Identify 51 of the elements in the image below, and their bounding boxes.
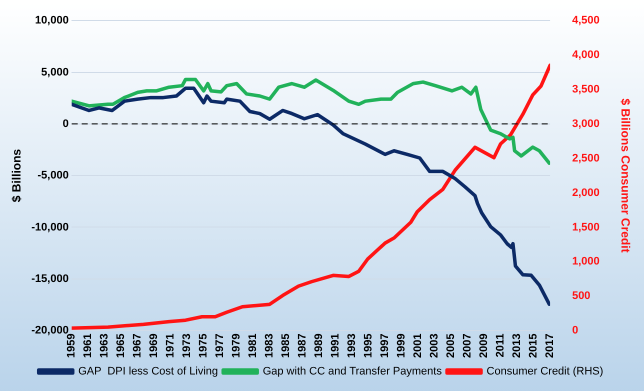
y-tick-label: 5,000 [41, 66, 69, 78]
y2-tick-label: 3,500 [572, 84, 600, 96]
y-axis-title: $ Billions [10, 148, 24, 202]
x-tick-label: 1981 [247, 334, 260, 358]
x-tick-label: 1983 [264, 334, 276, 358]
y2-tick-label: 2,500 [572, 152, 600, 164]
x-tick-label: 2005 [445, 334, 458, 358]
x-tick-label: 1963 [98, 334, 111, 358]
y-tick-label: 10,000 [35, 14, 69, 27]
y-tick-label: -5,000 [38, 170, 69, 182]
y2-tick-label: 500 [572, 290, 590, 302]
x-tick-label: 1959 [66, 334, 78, 358]
y2-tick-label: 4,500 [572, 14, 600, 27]
y-tick-label: -15,000 [31, 272, 69, 285]
x-tick-label: 1973 [181, 334, 194, 358]
x-tick-label: 1991 [330, 334, 342, 358]
y2-tick-label: 4,000 [572, 49, 600, 62]
y2-tick-label: 2,000 [572, 186, 600, 199]
y-tick-label: 0 [62, 118, 69, 130]
legend-label: GAP DPI less Cost of Living [78, 366, 218, 378]
x-tick-label: 1999 [396, 334, 408, 358]
x-tick-label: 1971 [164, 334, 177, 358]
x-tick-label: 2003 [428, 334, 441, 358]
x-tick-label: 1987 [296, 334, 309, 358]
x-tick-label: 2009 [478, 334, 490, 358]
x-tick-label: 1961 [82, 334, 94, 358]
y-tick-label: -10,000 [31, 221, 69, 234]
x-tick-label: 1967 [132, 334, 144, 358]
x-tick-label: 2011 [494, 334, 507, 358]
x-tick-label: 1993 [346, 334, 358, 358]
y2-tick-label: 1,000 [572, 256, 600, 268]
x-tick-label: 1997 [379, 334, 392, 358]
x-tick-label: 1965 [115, 334, 128, 358]
x-tick-label: 1969 [148, 334, 160, 358]
legend-label: Gap with CC and Transfer Payments [262, 366, 442, 378]
x-tick-label: 2007 [462, 334, 474, 358]
legend-label: Consumer Credit (RHS) [486, 366, 604, 378]
x-tick-label: 1979 [230, 334, 243, 358]
x-tick-label: 1989 [313, 334, 326, 358]
y2-axis-title: $ Billions Consumer Credit [618, 98, 632, 253]
x-tick-label: 1977 [214, 334, 226, 358]
x-tick-label: 2015 [528, 334, 540, 358]
x-tick-label: 2001 [412, 334, 424, 358]
x-tick-label: 2013 [511, 334, 524, 358]
y2-tick-label: 0 [572, 324, 578, 337]
x-tick-label: 1975 [198, 334, 210, 358]
y2-tick-label: 1,500 [572, 221, 600, 234]
x-tick-label: 1985 [280, 334, 292, 358]
y2-tick-label: 3,000 [572, 118, 600, 130]
x-tick-label: 2017 [544, 334, 556, 358]
x-tick-label: 1995 [362, 334, 375, 358]
